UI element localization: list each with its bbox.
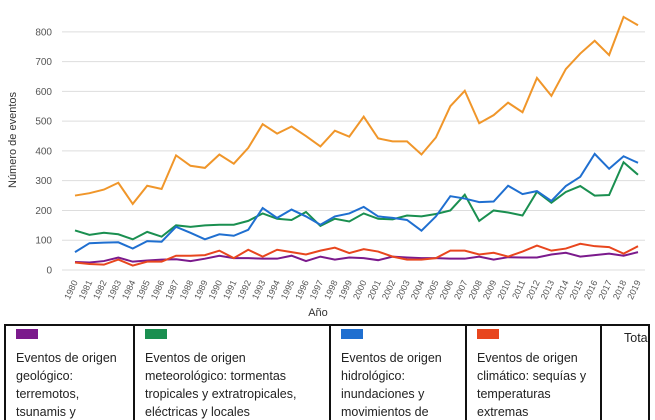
series-line: [74, 242, 639, 267]
y-axis-label: Número de eventos: [7, 92, 19, 188]
legend-label: Total: [624, 331, 650, 345]
y-tick-label: 100: [35, 236, 52, 247]
legend-swatch: [16, 329, 38, 339]
y-tick-label: 500: [35, 117, 52, 128]
legend-item: Eventos de origen hidrológico: inundacio…: [331, 326, 467, 420]
x-axis-label: Año: [308, 307, 328, 319]
series-line: [74, 160, 639, 241]
y-tick-label: 800: [35, 27, 52, 38]
x-tick-label: 2019: [625, 279, 643, 301]
y-tick-label: 400: [35, 146, 52, 157]
legend-swatch: [145, 329, 167, 339]
series-line: [74, 15, 639, 206]
legend-item: Total: [602, 326, 650, 420]
x-tick-label: 2010: [495, 279, 513, 301]
y-tick-label: 0: [46, 266, 52, 277]
legend-label: Eventos de origen meteorológico: torment…: [145, 351, 297, 419]
legend-swatch: [477, 329, 499, 339]
y-tick-label: 700: [35, 57, 52, 68]
legend-item: Eventos de origen meteorológico: torment…: [135, 326, 331, 420]
y-tick-label: 200: [35, 206, 52, 217]
legend-item: Eventos de origen geológico: terremotos,…: [4, 326, 135, 420]
y-tick-label: 600: [35, 87, 52, 98]
legend-label: Eventos de origen hidrológico: inundacio…: [341, 351, 442, 419]
legend: Eventos de origen geológico: terremotos,…: [4, 324, 650, 420]
legend-label: Eventos de origen geológico: terremotos,…: [16, 351, 117, 419]
series-line: [74, 152, 639, 253]
legend-item: Eventos de origen climático: sequías y t…: [467, 326, 602, 420]
legend-swatch: [341, 329, 363, 339]
legend-label: Eventos de origen climático: sequías y t…: [477, 351, 587, 419]
chart: Año Número de eventos 0 100 200 300 400 500 60…: [7, 15, 645, 319]
y-tick-label: 300: [35, 176, 52, 187]
